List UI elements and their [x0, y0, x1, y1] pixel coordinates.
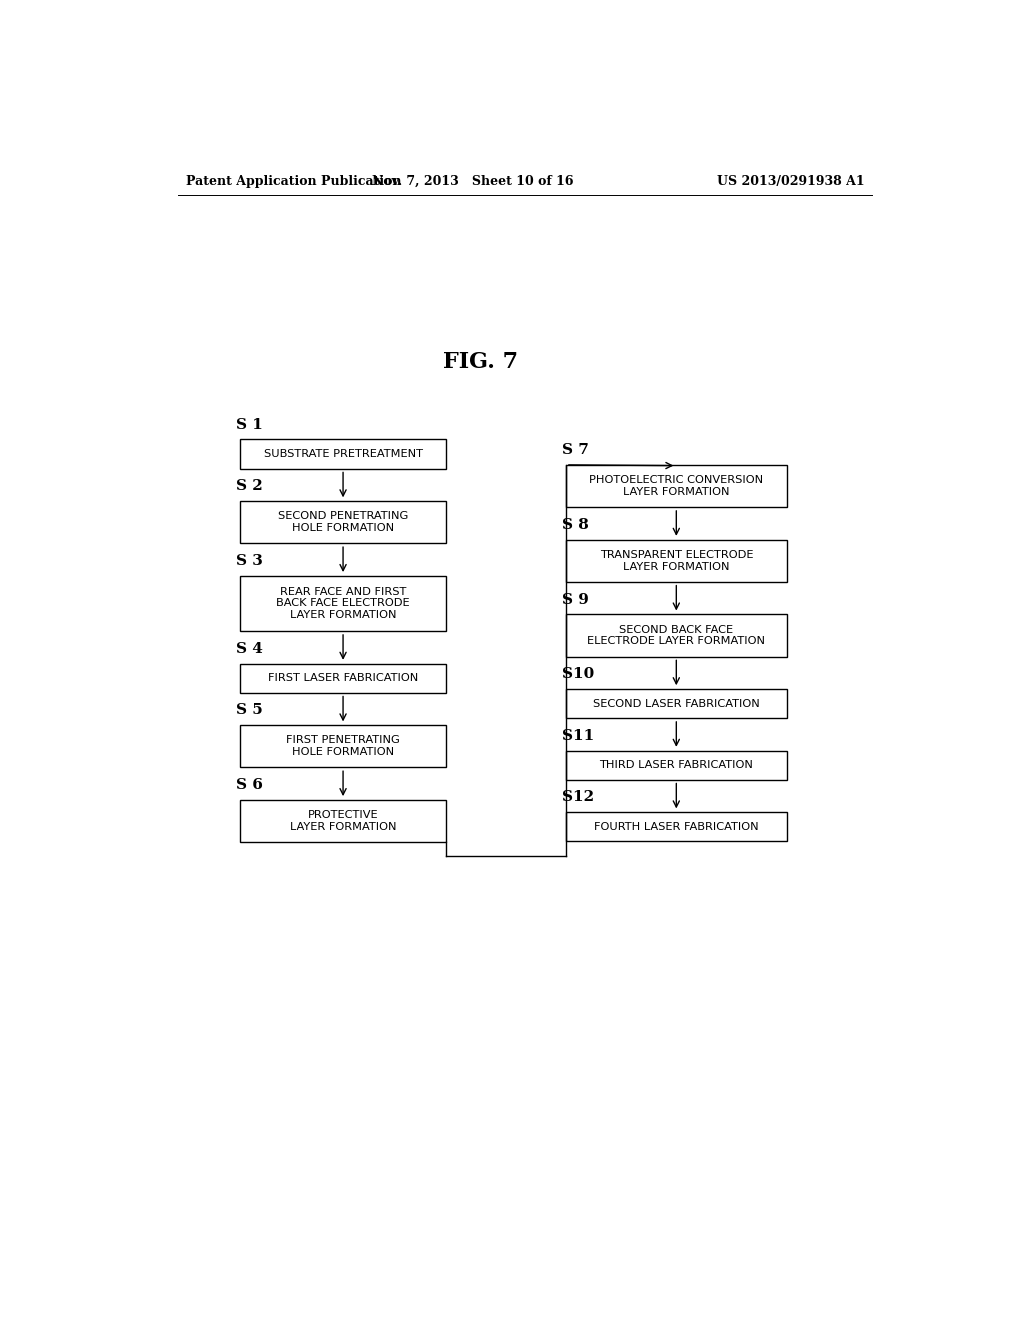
Bar	[566, 812, 786, 841]
Text: PROTECTIVE
LAYER FORMATION: PROTECTIVE LAYER FORMATION	[290, 810, 396, 832]
Text: SUBSTRATE PRETREATMENT: SUBSTRATE PRETREATMENT	[263, 449, 423, 459]
Text: S 5: S 5	[237, 704, 263, 718]
Text: Nov. 7, 2013   Sheet 10 of 16: Nov. 7, 2013 Sheet 10 of 16	[372, 176, 573, 187]
Text: PHOTOELECTRIC CONVERSION
LAYER FORMATION: PHOTOELECTRIC CONVERSION LAYER FORMATION	[589, 475, 763, 496]
Text: S12: S12	[562, 791, 594, 804]
Text: S 6: S 6	[237, 777, 263, 792]
Text: S 2: S 2	[237, 479, 263, 494]
Bar	[241, 440, 445, 469]
Text: FIG. 7: FIG. 7	[443, 351, 518, 374]
Text: SECOND LASER FABRICATION: SECOND LASER FABRICATION	[593, 698, 760, 709]
Text: Patent Application Publication: Patent Application Publication	[186, 176, 401, 187]
Text: THIRD LASER FABRICATION: THIRD LASER FABRICATION	[599, 760, 754, 770]
Text: S10: S10	[562, 667, 594, 681]
Bar	[241, 725, 445, 767]
Bar	[566, 689, 786, 718]
Text: FOURTH LASER FABRICATION: FOURTH LASER FABRICATION	[594, 822, 759, 832]
Text: FIRST PENETRATING
HOLE FORMATION: FIRST PENETRATING HOLE FORMATION	[286, 735, 400, 758]
Text: S 7: S 7	[562, 444, 589, 457]
Bar	[566, 465, 786, 507]
Bar	[241, 576, 445, 631]
Text: S11: S11	[562, 729, 594, 743]
Bar	[241, 800, 445, 842]
Bar	[241, 664, 445, 693]
Bar	[566, 614, 786, 656]
Text: TRANSPARENT ELECTRODE
LAYER FORMATION: TRANSPARENT ELECTRODE LAYER FORMATION	[600, 550, 753, 572]
Bar	[241, 502, 445, 544]
Text: S 8: S 8	[562, 517, 589, 532]
Text: FIRST LASER FABRICATION: FIRST LASER FABRICATION	[268, 673, 418, 684]
Text: REAR FACE AND FIRST
BACK FACE ELECTRODE
LAYER FORMATION: REAR FACE AND FIRST BACK FACE ELECTRODE …	[276, 587, 410, 620]
Text: S 3: S 3	[237, 554, 263, 568]
Text: S 1: S 1	[237, 417, 263, 432]
Text: S 4: S 4	[237, 642, 263, 656]
Bar	[566, 540, 786, 582]
Text: S 9: S 9	[562, 593, 589, 607]
Text: SECOND PENETRATING
HOLE FORMATION: SECOND PENETRATING HOLE FORMATION	[278, 511, 409, 533]
Bar	[566, 751, 786, 780]
Text: SECOND BACK FACE
ELECTRODE LAYER FORMATION: SECOND BACK FACE ELECTRODE LAYER FORMATI…	[588, 624, 765, 647]
Text: US 2013/0291938 A1: US 2013/0291938 A1	[717, 176, 864, 187]
